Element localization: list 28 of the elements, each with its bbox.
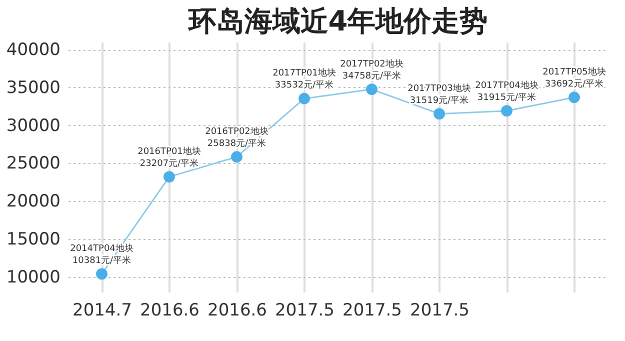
text: 2017TP03地块 31519元/平米 bbox=[408, 84, 471, 106]
point bbox=[568, 92, 580, 104]
point bbox=[434, 108, 445, 120]
y-tick-label: 15000 bbox=[6, 229, 60, 250]
y-tick-label: 20000 bbox=[6, 192, 60, 212]
text: 2017TP02地块 34758元/平米 bbox=[340, 59, 404, 82]
point bbox=[366, 84, 378, 95]
y-tick-label: 10000 bbox=[6, 267, 60, 288]
text: 2017TP05地块 33692元/平米 bbox=[542, 67, 606, 90]
y-tick-label: 25000 bbox=[6, 154, 60, 174]
chart-title: 环岛海域近4年地价走势 bbox=[187, 4, 488, 38]
x-tick-label: 2017.5 bbox=[275, 300, 334, 320]
y-tick-label: 30000 bbox=[6, 116, 60, 136]
point bbox=[231, 151, 242, 163]
point bbox=[298, 92, 310, 104]
point bbox=[96, 268, 108, 280]
x-tick-label: 2016.6 bbox=[140, 300, 200, 320]
x-tick-label: 2017.5 bbox=[342, 300, 402, 320]
text: 2017TP01地块 33532元/平米 bbox=[272, 68, 336, 91]
text: 2017TP04地块 31915元/平米 bbox=[475, 80, 538, 103]
text: 2016TP01地块 23207元/平米 bbox=[138, 146, 201, 169]
x-tick-label: 2016.6 bbox=[208, 300, 267, 320]
point bbox=[501, 105, 512, 117]
x-tick-label: 2017.5 bbox=[410, 300, 470, 320]
y-tick-label: 35000 bbox=[6, 78, 60, 98]
point bbox=[164, 171, 175, 182]
x-tick-label: 2014.7 bbox=[72, 300, 132, 320]
y-tick-label: 40000 bbox=[6, 40, 60, 60]
